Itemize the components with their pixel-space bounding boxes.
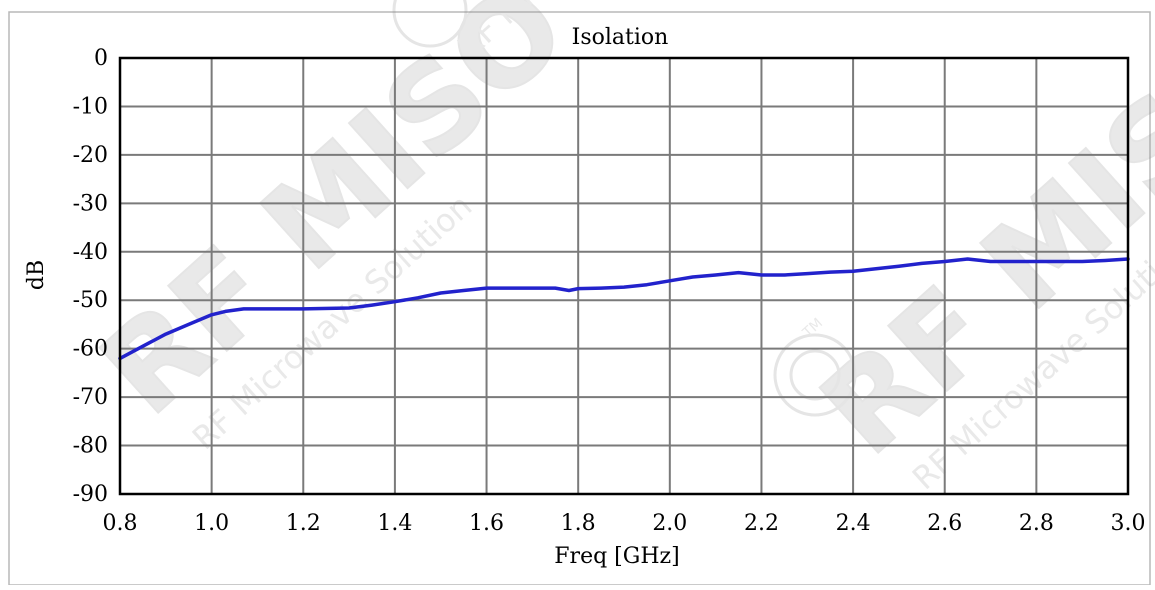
- y-tick-label: -40: [73, 240, 108, 265]
- series-layer: [118, 257, 1130, 361]
- x-tick-label: 1.2: [286, 511, 321, 536]
- y-axis-title: dB: [24, 260, 49, 290]
- y-tick-label: -50: [73, 288, 108, 313]
- x-axis-title: Freq [GHz]: [554, 544, 679, 569]
- y-tick-label: -30: [73, 191, 108, 216]
- y-tick-label: -10: [73, 94, 108, 119]
- y-tick-label: -20: [73, 143, 108, 168]
- outer-frame: [8, 11, 1151, 586]
- x-tick-label: 3.0: [1111, 511, 1146, 536]
- x-tick-label: 1.8: [561, 511, 596, 536]
- y-tick-label: -80: [73, 434, 108, 459]
- x-tick-label: 1.6: [469, 511, 504, 536]
- x-tick-label: 2.2: [744, 511, 779, 536]
- x-tick-label: 2.4: [836, 511, 871, 536]
- y-tick-label: -90: [73, 482, 108, 507]
- x-tick-label: 0.8: [103, 511, 138, 536]
- y-tick-label: -70: [73, 385, 108, 410]
- axes: 0.8 1.0 1.2 1.4 1.6 1.8 2.0 2.2 2.4 2.6 2.8 3.0 0 -10…: [73, 46, 1146, 536]
- plot-area-border: [118, 56, 1130, 496]
- chart-title: Isolation: [572, 25, 669, 50]
- series-line-isolation: [118, 257, 1130, 361]
- y-tick-label: -60: [73, 337, 108, 362]
- x-tick-label: 2.8: [1019, 511, 1054, 536]
- y-tick-label: 0: [94, 46, 108, 71]
- x-tick-label: 1.4: [377, 511, 412, 536]
- x-tick-label: 1.0: [194, 511, 229, 536]
- x-tick-label: 2.0: [652, 511, 687, 536]
- x-tick-label: 2.6: [927, 511, 962, 536]
- watermark-logo-icon: [392, 0, 857, 417]
